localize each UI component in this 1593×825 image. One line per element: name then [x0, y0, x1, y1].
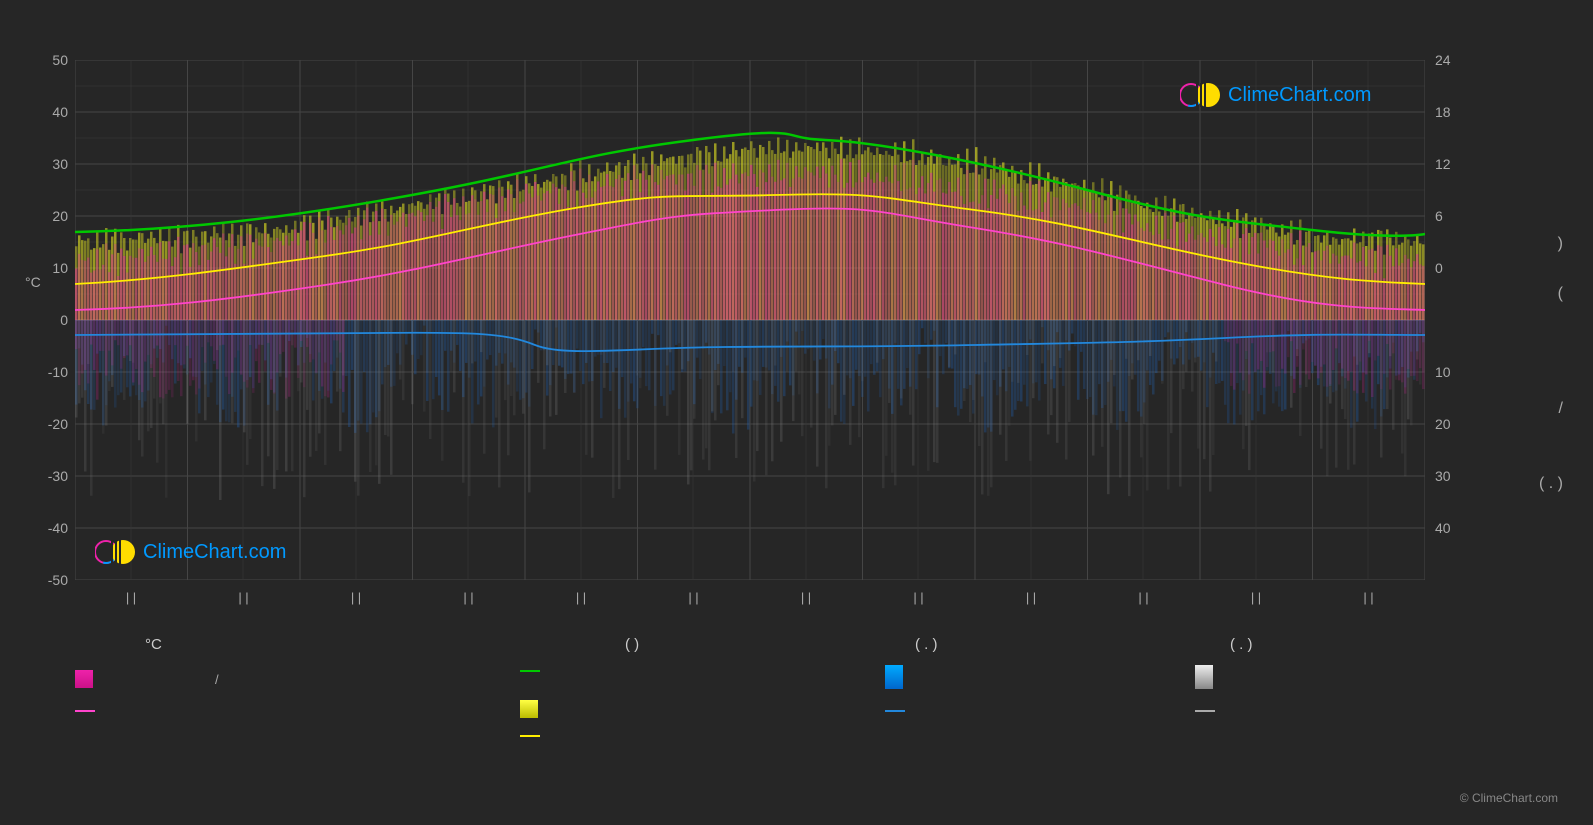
y-left-tick: 10 — [28, 260, 68, 276]
month-label: | | — [419, 590, 519, 605]
month-label: | | — [869, 590, 969, 605]
watermark-text-bl: ClimeChart.com — [143, 541, 286, 564]
right-paren-1: ) — [1558, 235, 1563, 253]
y-right-tick: 0 — [1435, 260, 1475, 276]
chart-plot-area — [75, 60, 1425, 580]
month-label: | | — [81, 590, 181, 605]
month-label: | | — [756, 590, 856, 605]
y-left-tick: 30 — [28, 156, 68, 172]
gray-line-icon — [1195, 710, 1215, 712]
y-right-tick: 18 — [1435, 104, 1475, 120]
month-label: | | — [306, 590, 406, 605]
legend-yellow-bar — [520, 700, 538, 718]
month-label: | | — [1206, 590, 1306, 605]
y-left-tick: -40 — [28, 520, 68, 536]
magenta-swatch-icon — [75, 670, 93, 688]
month-label: | | — [531, 590, 631, 605]
right-slash: / — [1559, 400, 1563, 418]
legend-blue-line — [885, 710, 905, 712]
y-right-tick: 24 — [1435, 52, 1475, 68]
gray-swatch-icon — [1195, 665, 1213, 689]
y-right-tick: 20 — [1435, 416, 1475, 432]
unit-paren3: ( . ) — [1230, 636, 1253, 653]
yellow-line-icon — [520, 735, 540, 737]
y-left-tick: -10 — [28, 364, 68, 380]
y-left-tick: -30 — [28, 468, 68, 484]
month-label: | | — [644, 590, 744, 605]
climechart-logo-icon — [95, 537, 137, 567]
copyright-text: © ClimeChart.com — [1460, 791, 1558, 805]
month-label: | | — [1094, 590, 1194, 605]
month-label: | | — [981, 590, 1081, 605]
yellow-swatch-icon — [520, 700, 538, 718]
unit-celsius: °C — [145, 636, 162, 653]
y-right-tick: 40 — [1435, 520, 1475, 536]
climechart-logo-icon — [1180, 80, 1222, 110]
legend-yellow-line — [520, 735, 540, 737]
y-right-tick: 10 — [1435, 364, 1475, 380]
legend-magenta-bar-label: / — [215, 672, 219, 687]
legend-magenta-line — [75, 710, 95, 712]
unit-paren2: ( . ) — [915, 636, 938, 653]
legend-gray-bar — [1195, 665, 1213, 689]
y-right-tick: 30 — [1435, 468, 1475, 484]
right-paren-2: ( — [1558, 285, 1563, 303]
chart-svg — [75, 60, 1425, 580]
y-right-tick: 6 — [1435, 208, 1475, 224]
right-paren-3: ( . ) — [1539, 475, 1563, 493]
y-left-tick: 50 — [28, 52, 68, 68]
legend-green-line — [520, 670, 540, 672]
watermark-top-right: ClimeChart.com — [1180, 80, 1371, 110]
watermark-text-tr: ClimeChart.com — [1228, 84, 1371, 107]
magenta-line-icon — [75, 710, 95, 712]
legend-gray-line — [1195, 710, 1215, 712]
y-left-tick: -50 — [28, 572, 68, 588]
unit-paren1: ( ) — [625, 636, 639, 653]
legend-blue-bar — [885, 665, 903, 689]
y-left-tick: 20 — [28, 208, 68, 224]
blue-line-icon — [885, 710, 905, 712]
y-left-tick: -20 — [28, 416, 68, 432]
watermark-bottom-left: ClimeChart.com — [95, 537, 286, 567]
month-label: | | — [194, 590, 294, 605]
legend-magenta-bar: / — [75, 670, 219, 688]
y-left-tick: 40 — [28, 104, 68, 120]
y-axis-left-title: °C — [25, 274, 41, 290]
blue-swatch-icon — [885, 665, 903, 689]
month-label: | | — [1319, 590, 1419, 605]
y-left-tick: 0 — [28, 312, 68, 328]
y-right-tick: 12 — [1435, 156, 1475, 172]
green-line-icon — [520, 670, 540, 672]
